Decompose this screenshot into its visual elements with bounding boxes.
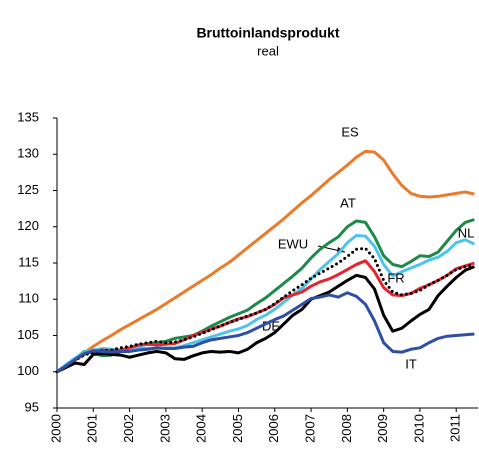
x-tick-label: 2004 — [194, 414, 209, 443]
x-tick-label: 2006 — [266, 414, 281, 443]
x-tick-label: 2002 — [121, 414, 136, 443]
series-line — [56, 149, 475, 373]
x-tick-label: 2011 — [448, 414, 463, 442]
chart-subtitle: real — [257, 43, 279, 58]
x-tick-label: 2008 — [339, 414, 354, 443]
y-tick-label: 100 — [17, 363, 39, 378]
y-tick-label: 115 — [18, 254, 39, 269]
x-tick-label: 2009 — [375, 414, 390, 443]
series-label: IT — [405, 356, 417, 371]
y-tick-label: 135 — [17, 109, 39, 124]
x-tick-label: 2003 — [157, 414, 172, 443]
series-line — [56, 291, 475, 374]
y-tick-label: 105 — [17, 327, 39, 342]
series-label: AT — [340, 195, 356, 210]
x-tick-label: 2007 — [302, 414, 317, 443]
series-line — [55, 247, 476, 374]
series-label: NL — [458, 225, 475, 240]
y-tick-label: 95 — [25, 399, 39, 414]
y-tick-label: 120 — [17, 218, 39, 233]
x-tick-label: 2010 — [411, 414, 426, 443]
chart-title: Bruttoinlandsprodukt — [196, 25, 339, 41]
series-line — [56, 265, 475, 374]
x-tick-label: 2000 — [48, 414, 63, 443]
series-label: FR — [387, 270, 404, 285]
y-tick-label: 110 — [18, 291, 39, 306]
series-label: ES — [341, 124, 359, 139]
x-tick-label: 2005 — [230, 414, 245, 443]
x-tick-label: 2001 — [85, 414, 100, 443]
y-tick-label: 130 — [17, 146, 39, 161]
series-label: EWU — [278, 236, 308, 251]
y-tick-label: 125 — [17, 182, 39, 197]
